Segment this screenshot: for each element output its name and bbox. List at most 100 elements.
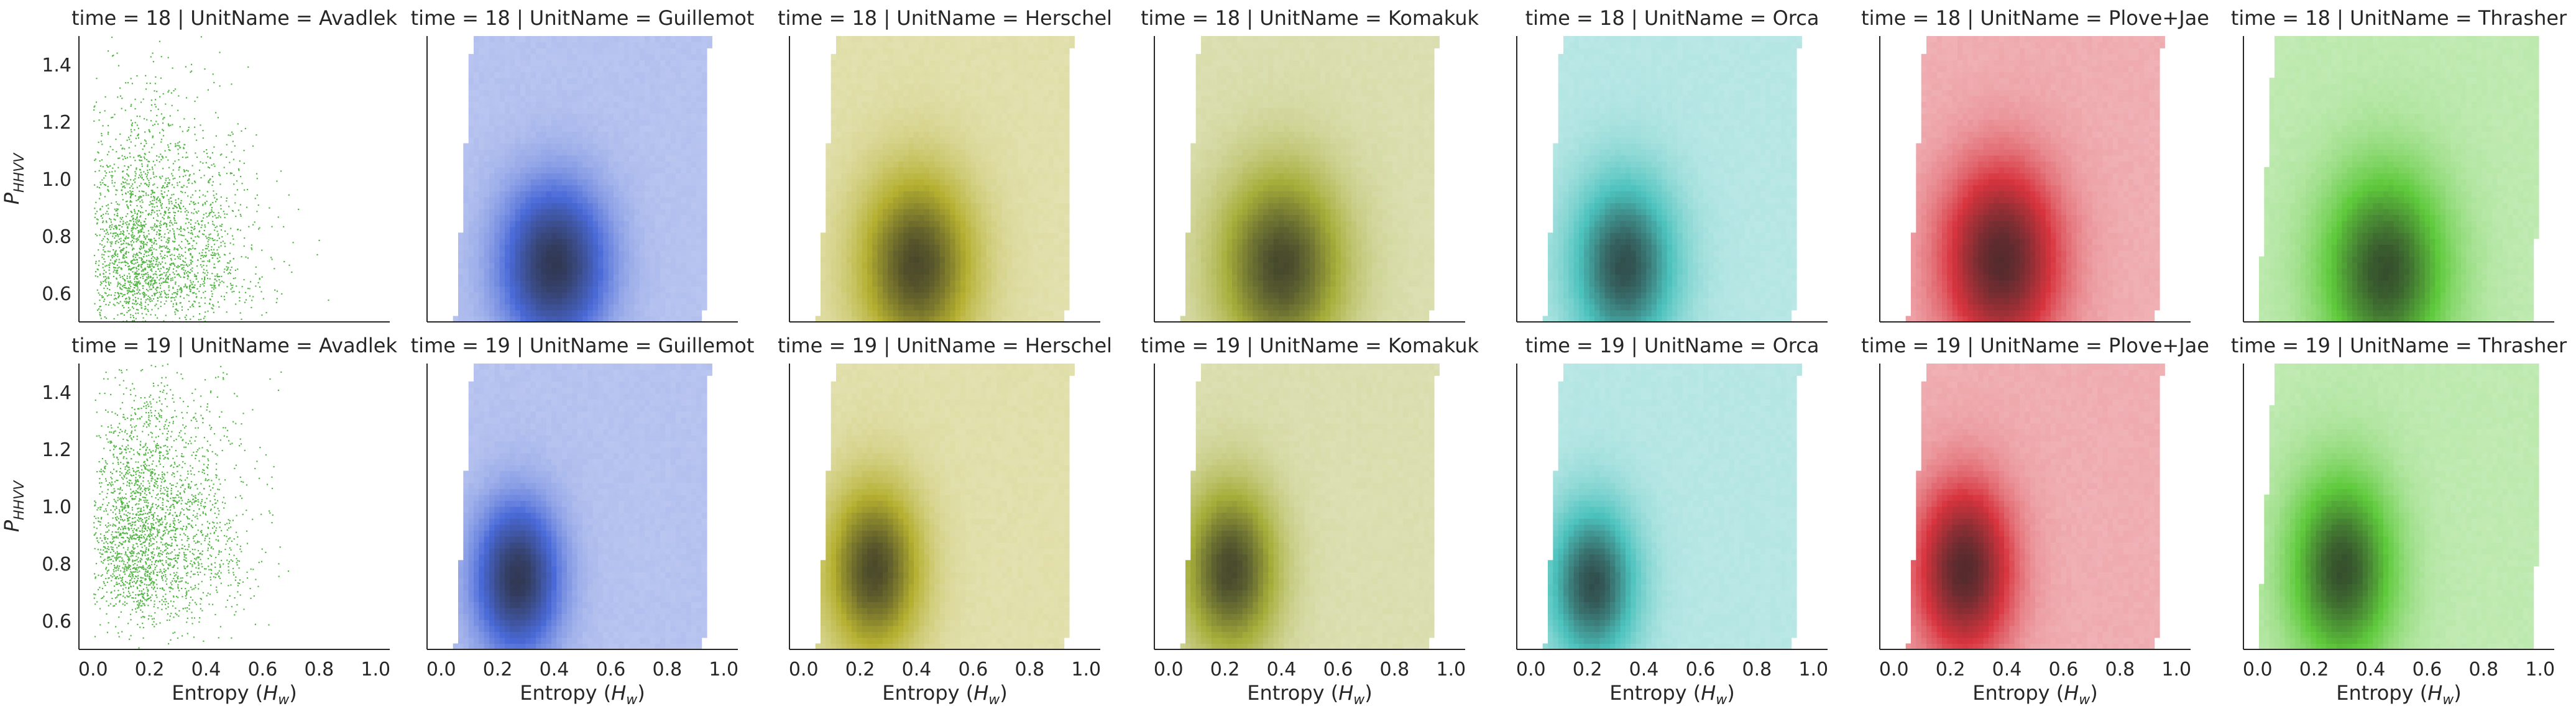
facet-panel: time = 19 | UnitName = Thrasher 0.0 0.2 0.4… (2231, 334, 2567, 708)
x-tick-label: 0.4 (902, 659, 932, 680)
density-layer (2259, 36, 2539, 322)
x-tick-label: 1.0 (1436, 659, 1466, 680)
y-tick-label: 0.6 (42, 283, 71, 305)
y-axis-label: PHHVV (0, 152, 27, 204)
y-tick-label: 0.8 (42, 226, 71, 248)
x-axis-label: Entropy (Hw) (1972, 681, 2098, 708)
facet-panel: time = 18 | UnitName = Komakuk (1141, 6, 1479, 323)
panel-title: time = 18 | UnitName = Orca (1525, 6, 1819, 30)
facet-panel: time = 19 | UnitName = Komakuk 0.0 0.2 0.4 0… (1141, 334, 1479, 708)
density-layer (1542, 364, 1802, 649)
y-tick-label: 1.2 (42, 112, 71, 134)
x-tick-label: 0.8 (1380, 659, 1410, 680)
density-layer (453, 364, 712, 649)
x-tick-label: 0.2 (845, 659, 875, 680)
x-tick-label: 1.0 (709, 659, 738, 680)
x-tick-label: 0.8 (2105, 659, 2135, 680)
x-tick-label: 0.0 (2243, 659, 2273, 680)
panel-title: time = 19 | UnitName = Komakuk (1141, 334, 1479, 357)
panel-title: time = 19 | UnitName = Avadlek (71, 334, 397, 357)
panel-title: time = 18 | UnitName = Herschel (778, 6, 1112, 30)
x-tick-label: 0.4 (191, 659, 221, 680)
x-tick-label: 1.0 (1798, 659, 1828, 680)
x-tick-label: 0.8 (2469, 659, 2499, 680)
x-tick-label: 0.4 (2356, 659, 2386, 680)
x-axis-label: Entropy (Hw) (1247, 681, 1373, 708)
x-tick-label: 0.2 (1210, 659, 1240, 680)
y-tick-label: 1.0 (42, 497, 71, 518)
facet-panel: time = 18 | UnitName = Orca (1516, 6, 1828, 323)
panel-title: time = 19 | UnitName = Orca (1525, 334, 1819, 357)
x-tick-label: 0.4 (540, 659, 569, 680)
x-tick-label: 0.4 (1629, 659, 1659, 680)
x-tick-label: 0.2 (1936, 659, 1966, 680)
x-tick-label: 0.2 (135, 659, 165, 680)
panel-title: time = 18 | UnitName = Plove+Jae (1861, 6, 2209, 30)
panel-title: time = 18 | UnitName = Guillemot (411, 6, 755, 30)
panel-title: time = 18 | UnitName = Komakuk (1141, 6, 1479, 30)
x-tick-label: 1.0 (361, 659, 390, 680)
facet-panel: time = 19 | UnitName = Herschel 0.0 0.2 0.4… (778, 334, 1112, 708)
x-tick-label: 0.0 (1516, 659, 1546, 680)
density-layer (1905, 364, 2165, 649)
facet-panel: time = 18 | UnitName = Thrasher (2231, 6, 2567, 323)
y-tick-label: 1.0 (42, 169, 71, 191)
x-tick-label: 1.0 (1071, 659, 1101, 680)
density-layer (453, 36, 712, 322)
y-axis-label: PHHVV (0, 480, 27, 532)
y-tick-label: 1.4 (42, 382, 71, 404)
density-layer (1180, 36, 1440, 322)
facet-panel: time = 18 | UnitName = Herschel (778, 6, 1112, 323)
facet-panel: time = 18 | UnitName = Avadlek 0.6 0.8 1.0 1… (0, 6, 397, 323)
x-tick-label: 0.8 (1742, 659, 1772, 680)
x-tick-label: 0.8 (305, 659, 334, 680)
facet-panel: time = 18 | UnitName = Plove+Jae (1861, 6, 2209, 323)
density-layer (93, 36, 329, 322)
panel-title: time = 19 | UnitName = Thrasher (2231, 334, 2567, 357)
x-axis-label: Entropy (Hw) (1609, 681, 1735, 708)
x-tick-label: 0.2 (2299, 659, 2329, 680)
x-tick-label: 0.6 (2049, 659, 2079, 680)
x-axis-label: Entropy (Hw) (2336, 681, 2462, 708)
facet-panel: time = 19 | UnitName = Orca 0.0 0.2 0.4 0.6 0… (1516, 334, 1828, 708)
facet-panels: time = 18 | UnitName = Avadlek 0.6 0.8 1.0 1… (0, 6, 2567, 708)
x-tick-label: 0.6 (959, 659, 988, 680)
x-tick-label: 1.0 (2525, 659, 2555, 680)
density-layer (2259, 364, 2539, 649)
x-tick-label: 0.6 (1323, 659, 1353, 680)
x-tick-label: 0.4 (1267, 659, 1297, 680)
facet-panel: time = 19 | UnitName = Guillemot 0.0 0.2 0.… (411, 334, 755, 708)
x-tick-label: 0.2 (483, 659, 513, 680)
x-tick-label: 0.8 (1015, 659, 1045, 680)
x-tick-label: 0.0 (78, 659, 108, 680)
density-layer (93, 364, 290, 649)
facet-panel: time = 18 | UnitName = Guillemot (411, 6, 755, 323)
x-tick-label: 0.0 (789, 659, 819, 680)
panel-title: time = 18 | UnitName = Avadlek (71, 6, 397, 30)
x-tick-label: 0.4 (1992, 659, 2022, 680)
y-tick-label: 1.4 (42, 55, 71, 76)
density-layer (1905, 36, 2165, 322)
x-tick-label: 0.0 (1879, 659, 1909, 680)
y-tick-label: 1.2 (42, 439, 71, 461)
density-layer (815, 36, 1075, 322)
x-tick-label: 0.0 (426, 659, 456, 680)
panel-title: time = 19 | UnitName = Herschel (778, 334, 1112, 357)
x-axis-label: Entropy (Hw) (882, 681, 1008, 708)
x-axis-label: Entropy (Hw) (520, 681, 645, 708)
facet-panel: time = 19 | UnitName = Plove+Jae 0.0 0.2 0.… (1861, 334, 2209, 708)
density-layer (1180, 364, 1440, 649)
x-tick-label: 0.8 (653, 659, 683, 680)
panel-title: time = 18 | UnitName = Thrasher (2231, 6, 2567, 30)
x-tick-label: 0.0 (1154, 659, 1184, 680)
x-tick-label: 1.0 (2161, 659, 2191, 680)
y-tick-label: 0.6 (42, 611, 71, 633)
x-axis-label: Entropy (Hw) (172, 681, 297, 708)
panel-title: time = 19 | UnitName = Plove+Jae (1861, 334, 2209, 357)
facet-panel: time = 19 | UnitName = Avadlek 0.6 0.8 1.0 1… (0, 334, 397, 708)
y-tick-label: 0.8 (42, 554, 71, 575)
density-layer (815, 364, 1075, 649)
x-tick-label: 0.6 (2413, 659, 2442, 680)
x-tick-label: 0.6 (248, 659, 278, 680)
